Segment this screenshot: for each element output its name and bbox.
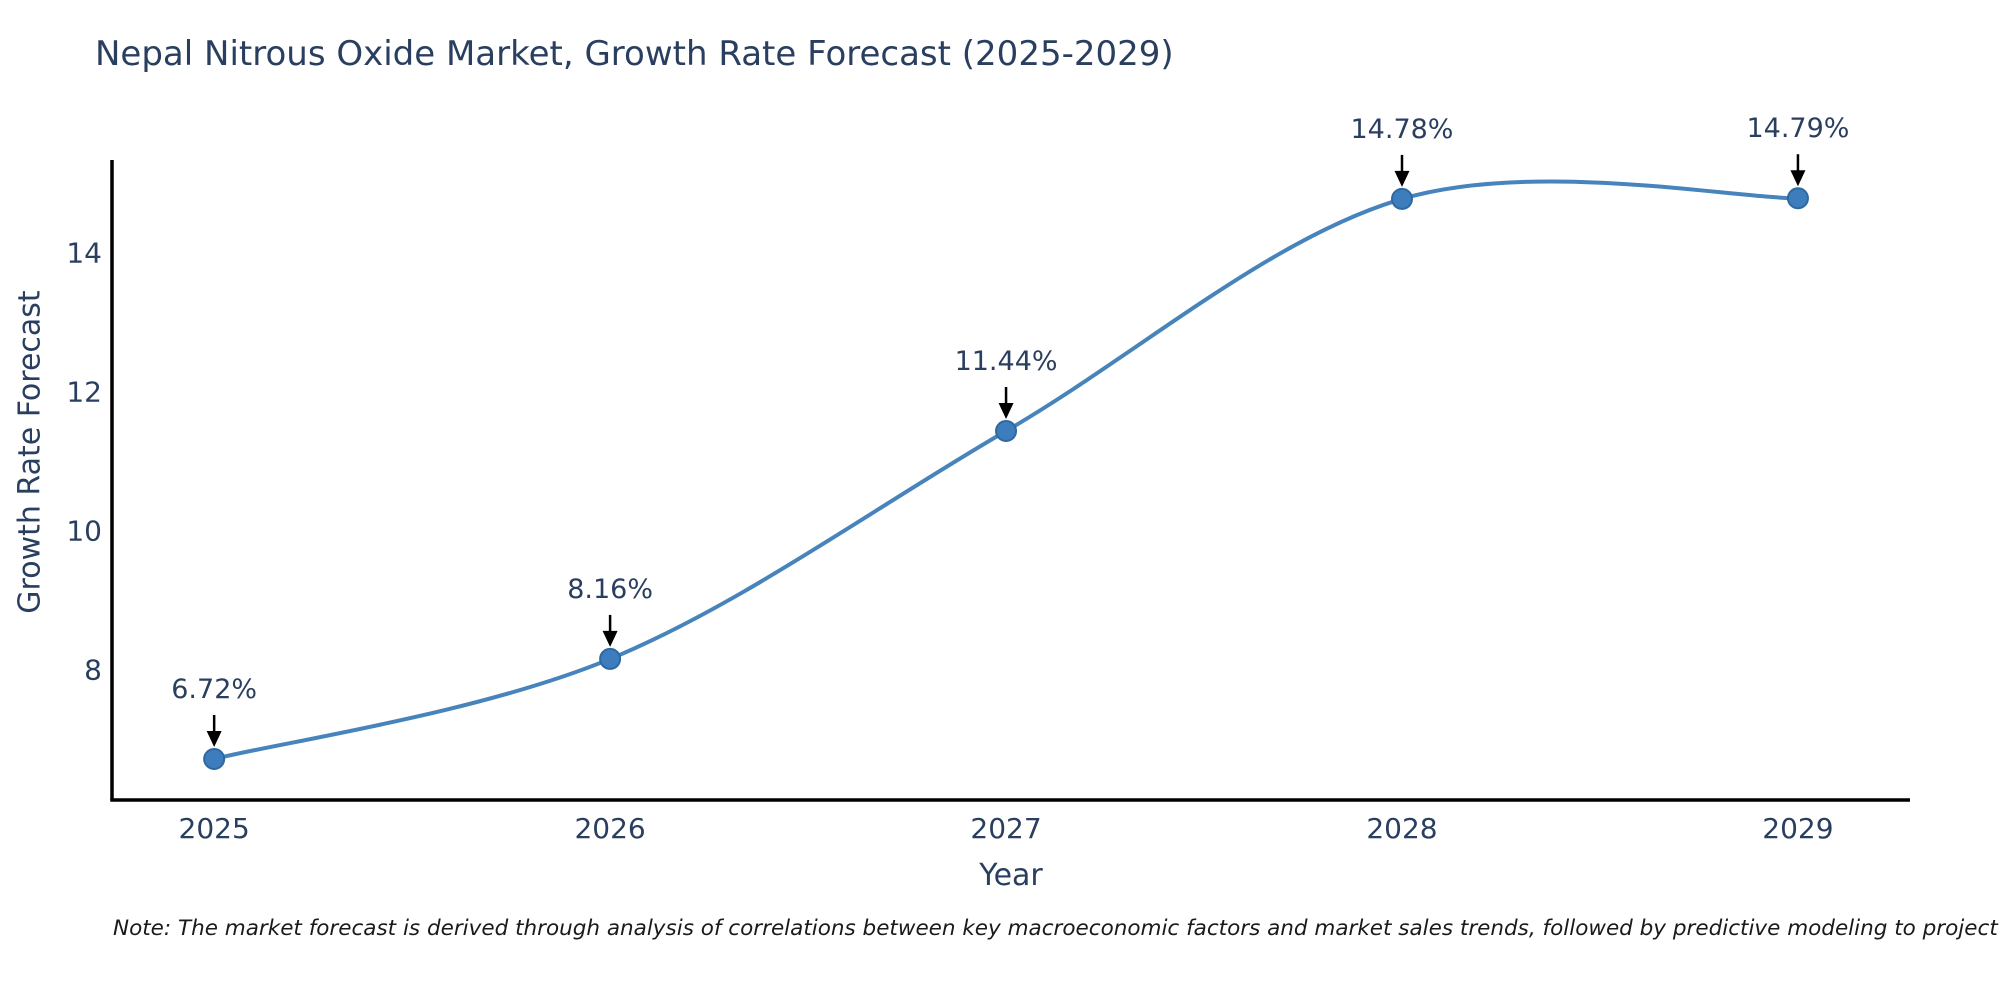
data-point-marker <box>203 748 226 771</box>
annotation-arrowhead <box>206 731 222 748</box>
data-point-marker <box>995 420 1018 443</box>
chart-title: Nepal Nitrous Oxide Market, Growth Rate … <box>95 34 1174 74</box>
point-annotation: 8.16% <box>567 573 653 605</box>
annotation-arrowhead <box>602 630 618 647</box>
data-point-marker <box>599 647 622 670</box>
point-annotation: 14.78% <box>1350 113 1454 145</box>
point-annotation: 6.72% <box>171 674 258 705</box>
annotation-arrowhead <box>998 403 1014 420</box>
footnote: Note: The market forecast is derived thr… <box>113 916 2000 941</box>
y-tick-label: 14 <box>66 236 102 270</box>
point-annotation: 14.79% <box>1746 113 1850 145</box>
x-tick-label: 2028 <box>1366 812 1438 845</box>
y-tick-label: 10 <box>66 514 102 548</box>
x-tick-label: 2029 <box>1762 812 1834 845</box>
x-tick-label: 2026 <box>574 812 646 845</box>
x-tick-label: 2025 <box>178 812 250 845</box>
annotation-arrowhead <box>1790 170 1806 187</box>
x-tick-label: 2027 <box>970 812 1042 845</box>
trend-line <box>212 179 1800 762</box>
y-tick-label: 12 <box>66 375 102 409</box>
annotation-arrowhead <box>1394 170 1410 187</box>
data-point-marker <box>1390 187 1413 210</box>
y-tick-label: 8 <box>84 653 102 687</box>
point-annotation: 11.44% <box>954 346 1058 377</box>
x-axis-title: Year <box>979 858 1043 893</box>
y-axis-title: Growth Rate Forecast <box>12 290 48 614</box>
data-point-marker <box>1786 187 1809 210</box>
